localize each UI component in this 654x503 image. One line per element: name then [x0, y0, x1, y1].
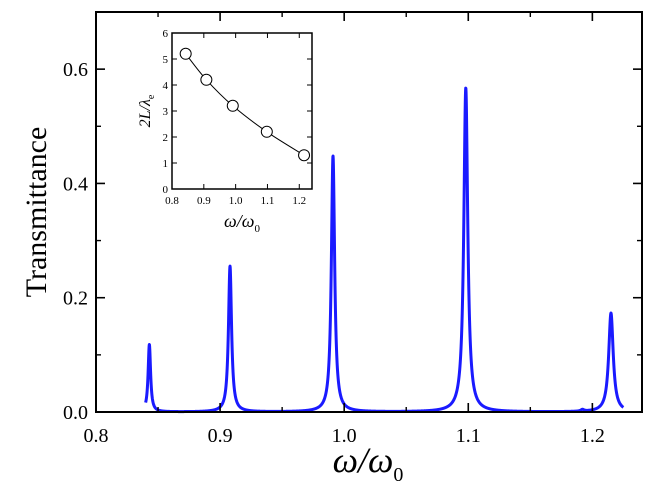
- inset-ytick-label: 1: [163, 158, 169, 170]
- main-x-axis-title: ω/ω0: [333, 440, 404, 486]
- main-xtick-label: 0.8: [84, 425, 109, 447]
- inset-frame: [171, 32, 313, 190]
- inset-xtick-label: 0.8: [165, 195, 179, 207]
- main-xtick-label: 1.2: [580, 425, 605, 447]
- main-ytick-label: 0.2: [63, 288, 88, 310]
- inset-ytick-label: 0: [163, 184, 169, 196]
- inset-data-point-5: [298, 149, 311, 162]
- inset-xtick-label: 1.2: [292, 195, 306, 207]
- main-xtick-label: 1.1: [456, 425, 481, 447]
- inset-data-point-3: [226, 99, 239, 112]
- main-xtick-label: 1.0: [332, 425, 357, 447]
- main-plot: 0.8 0.9 1.0 1.1 1.2 0.0 0.2 0.4 0.6 ω/ω0 Transmitt…: [20, 11, 643, 486]
- main-y-axis-title: Transmittance: [20, 127, 53, 298]
- inset-x-axis-title: ω/ω0: [224, 211, 260, 235]
- inset-ytick-label: 6: [163, 28, 169, 40]
- inset-ytick-label: 5: [163, 54, 169, 66]
- inset-data-point-2: [200, 73, 213, 86]
- main-xtick-label: 0.9: [208, 425, 233, 447]
- main-ytick-label: 0.0: [63, 402, 88, 424]
- inset-xtick-label: 1.1: [261, 195, 275, 207]
- inset-plot: 0.8 0.9 1.0 1.1 1.2 0 1 2 3 4 5 6 ω/ω0 2L/λe: [137, 28, 313, 235]
- inset-ytick-label: 4: [163, 80, 169, 92]
- main-ytick-label: 0.6: [63, 59, 88, 81]
- main-ytick-label: 0.4: [63, 173, 88, 195]
- inset-xtick-label: 0.9: [197, 195, 211, 207]
- inset-xtick-label: 1.0: [229, 195, 243, 207]
- inset-y-axis-title: 2L/λe: [137, 94, 157, 127]
- inset-data-point-4: [260, 125, 273, 138]
- inset-ytick-label: 3: [163, 106, 169, 118]
- inset-ytick-label: 2: [163, 132, 169, 144]
- inset-data-point-1: [179, 47, 192, 60]
- main-plot-frame: [95, 11, 643, 413]
